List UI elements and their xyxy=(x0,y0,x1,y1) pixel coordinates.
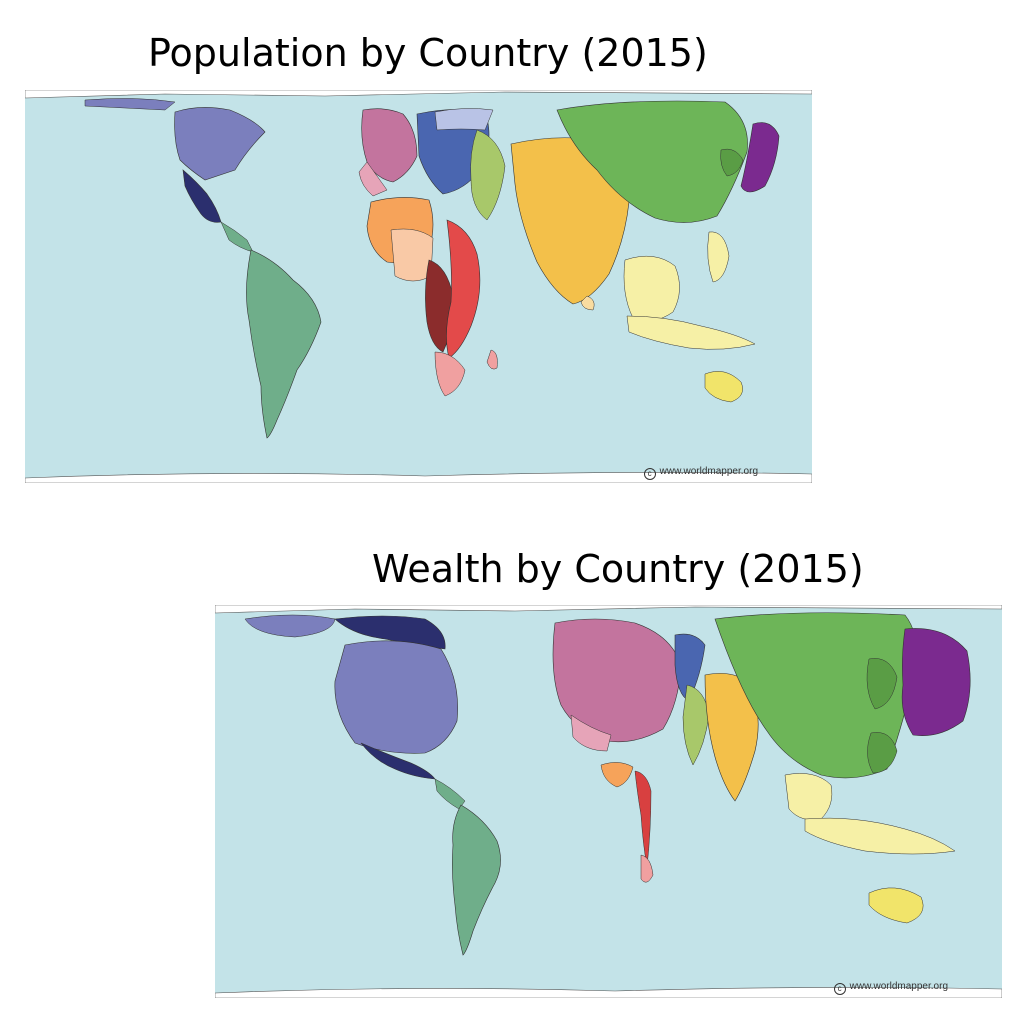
western-europe xyxy=(552,618,682,743)
indonesia xyxy=(804,817,956,855)
africa-west xyxy=(600,762,634,788)
wealth-cartogram-map: c www.worldmapper.org xyxy=(215,605,1002,998)
korea xyxy=(720,148,744,177)
middle-east xyxy=(682,684,710,766)
philippines xyxy=(707,231,730,283)
copyright-icon: c xyxy=(833,983,846,995)
africa-south xyxy=(640,854,654,883)
copyright-icon: c xyxy=(643,468,656,480)
africa-east xyxy=(446,219,481,359)
iberia xyxy=(358,161,388,197)
united-states xyxy=(334,640,458,754)
japan xyxy=(901,628,971,736)
credit-text: www.worldmapper.org xyxy=(849,981,948,992)
population-map-title: Population by Country (2015) xyxy=(148,31,708,75)
canada-arctic xyxy=(244,614,336,638)
south-america xyxy=(246,249,322,439)
credit-text: www.worldmapper.org xyxy=(659,466,758,477)
madagascar xyxy=(486,349,498,370)
arctic-fringe xyxy=(25,90,812,99)
antarctica xyxy=(215,987,1002,998)
australia xyxy=(704,371,743,403)
eastern-europe xyxy=(674,633,706,702)
south-america xyxy=(452,804,501,956)
japan xyxy=(740,122,780,193)
sri-lanka xyxy=(580,295,595,311)
china xyxy=(556,100,748,223)
indonesia xyxy=(626,315,756,350)
korea xyxy=(866,658,898,710)
central-america xyxy=(220,221,254,253)
central-america xyxy=(434,778,466,810)
population-cartogram-map: c www.worldmapper.org xyxy=(25,90,812,483)
baltic-region xyxy=(434,108,494,131)
canada-arctic xyxy=(84,98,176,111)
western-europe xyxy=(361,108,418,183)
worldmapper-credit: c www.worldmapper.org xyxy=(643,466,758,480)
taiwan xyxy=(867,732,898,774)
antarctica xyxy=(25,472,812,483)
canada-east xyxy=(334,615,446,650)
africa-south xyxy=(434,351,466,397)
australia xyxy=(868,887,924,924)
southeast-asia xyxy=(623,255,680,322)
population-cartogram-svg xyxy=(25,90,812,483)
southeast-asia xyxy=(784,773,833,821)
worldmapper-credit: c www.worldmapper.org xyxy=(833,981,948,995)
north-america xyxy=(174,107,266,181)
africa-central xyxy=(634,770,652,868)
wealth-cartogram-svg xyxy=(215,605,1002,998)
wealth-map-title: Wealth by Country (2015) xyxy=(372,547,864,591)
iberia xyxy=(570,714,612,752)
middle-east xyxy=(470,129,506,221)
africa-central xyxy=(425,259,454,353)
arctic-fringe xyxy=(215,605,1002,614)
